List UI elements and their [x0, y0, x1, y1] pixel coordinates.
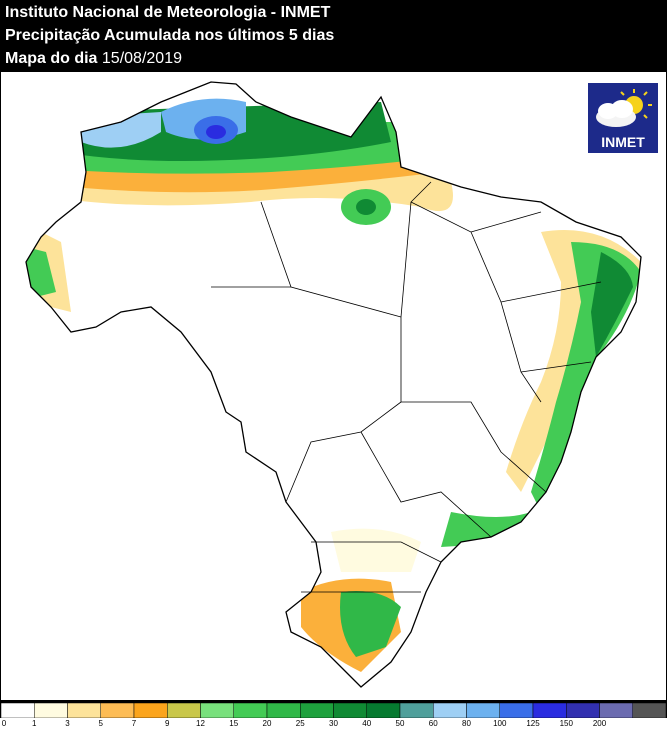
legend-swatch: [333, 703, 367, 718]
map-date-label: Mapa do dia: [5, 50, 98, 67]
legend-swatch: [133, 703, 168, 718]
logo-text: INMET: [601, 134, 645, 150]
legend-label-strip: [0, 718, 667, 730]
legend-tick-label: 0: [1, 719, 7, 728]
legend-swatch: [499, 703, 534, 718]
legend-tick-label: 30: [329, 719, 338, 728]
legend-tick-label: 200: [592, 719, 607, 728]
brazil-outline: [25, 81, 642, 688]
legend-swatch: [433, 703, 467, 718]
legend-swatch: [67, 703, 101, 718]
legend-tick-label: 9: [165, 719, 170, 728]
legend-colorbar: [1, 703, 666, 718]
legend-tick-label: 60: [428, 719, 438, 728]
legend-tick-label: 5: [98, 719, 103, 728]
legend-tick-label: 1: [32, 719, 37, 728]
legend-swatch: [399, 703, 434, 718]
legend-tick-label: 12: [196, 719, 205, 728]
map-subtitle: Precipitação Acumulada nos últimos 5 dia…: [5, 27, 335, 44]
legend-tick-label: 25: [295, 719, 305, 728]
legend-tick-label: 3: [65, 719, 70, 728]
legend-tick-label: 15: [229, 719, 239, 728]
map-date: 15/08/2019: [101, 50, 182, 67]
legend-swatch: [632, 703, 666, 718]
legend-tick-label: 50: [395, 719, 405, 728]
legend-tick-label: 80: [462, 719, 471, 728]
legend-swatch: [34, 703, 68, 718]
legend-swatch: [366, 703, 401, 718]
map-header: Instituto Nacional de Meteorologia - INM…: [0, 0, 667, 72]
sun-cloud-icon: [596, 89, 652, 127]
legend-swatch: [100, 703, 135, 718]
legend-swatch: [266, 703, 301, 718]
inmet-logo: INMET: [587, 82, 659, 154]
legend-swatch: [599, 703, 633, 718]
legend-swatch: [167, 703, 201, 718]
map-date-line: Mapa do dia 15/08/2019: [5, 49, 182, 69]
legend-swatch: [532, 703, 567, 718]
state-borders: [211, 181, 602, 593]
legend-labels: 0 1 3 5 7 9 12 15 20 25 30 40 50 60 80 100 125 150 200: [1, 719, 666, 730]
legend-tick-label: 40: [362, 719, 372, 728]
institution-title: Instituto Nacional de Meteorologia - INM…: [5, 4, 331, 21]
legend-swatch: [1, 703, 35, 718]
legend-swatch: [233, 703, 268, 718]
legend-swatch: [466, 703, 500, 718]
legend-tick-label: 125: [526, 719, 540, 728]
legend-tick-label: 7: [131, 719, 137, 728]
precipitation-map: [1, 72, 666, 700]
legend-swatch: [300, 703, 334, 718]
legend-swatch: [566, 703, 600, 718]
legend-tick-label: 150: [559, 719, 573, 728]
legend-swatch: [200, 703, 234, 718]
legend-tick-label: 100: [493, 719, 507, 728]
legend-tick-label: 20: [262, 719, 272, 728]
